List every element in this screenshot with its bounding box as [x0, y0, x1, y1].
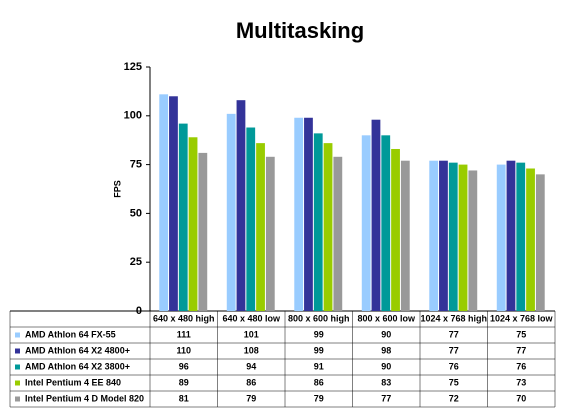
y-tick-label: 125 [124, 61, 142, 73]
table-value: 81 [179, 393, 189, 403]
table-value: 79 [314, 393, 324, 403]
table-value: 75 [516, 329, 526, 339]
bar [506, 160, 516, 311]
legend-marker [15, 380, 20, 386]
bar [294, 117, 304, 311]
table-value: 90 [381, 329, 391, 339]
table-value: 96 [179, 361, 189, 371]
table-value: 86 [314, 377, 324, 387]
y-tick-label: 75 [130, 159, 142, 171]
bar [226, 113, 236, 312]
table-value: 90 [381, 361, 391, 371]
table-value: 70 [516, 393, 526, 403]
bar [381, 135, 391, 311]
bar [159, 94, 169, 311]
bar [246, 127, 256, 312]
x-tick-label: 1024 x 768 low [490, 313, 554, 323]
legend-marker [15, 332, 20, 338]
table-value: 101 [244, 329, 259, 339]
x-tick-label: 800 x 600 high [288, 313, 350, 323]
y-tick-label: 25 [130, 256, 142, 268]
bar [391, 148, 400, 311]
table-value: 89 [179, 377, 189, 387]
table-value: 111 [177, 329, 191, 339]
legend-label: AMD Athlon 64 X2 3800+ [25, 361, 130, 371]
table-value: 73 [516, 377, 526, 387]
x-tick-label: 640 x 480 high [153, 313, 215, 323]
y-axis-label: FPS [112, 180, 122, 198]
table-value: 72 [449, 393, 459, 403]
table-value: 83 [381, 377, 391, 387]
legend-label: AMD Athlon 64 X2 4800+ [25, 345, 130, 355]
bar [535, 174, 545, 311]
bar [526, 168, 535, 311]
y-tick-label: 50 [130, 207, 142, 219]
table-value: 99 [314, 329, 324, 339]
y-tick-label: 100 [124, 110, 142, 122]
bar [516, 162, 526, 311]
bar [178, 123, 188, 311]
bar [169, 96, 178, 311]
bar [265, 156, 275, 311]
table-value: 77 [449, 345, 459, 355]
table-value: 79 [246, 393, 256, 403]
bar [458, 164, 468, 311]
bar [198, 152, 208, 311]
table-value: 86 [246, 377, 256, 387]
x-tick-label: 800 x 600 low [357, 313, 416, 323]
table-value: 76 [449, 361, 459, 371]
bar [361, 135, 371, 311]
bar [188, 137, 198, 311]
chart-title: Multitasking [236, 18, 364, 43]
table-value: 94 [246, 361, 256, 371]
bar [333, 156, 343, 311]
legend-label: Intel Pentium 4 D Model 820 [25, 393, 144, 403]
table-value: 77 [516, 345, 526, 355]
table-value: 108 [244, 345, 259, 355]
table-value: 77 [449, 329, 459, 339]
legend-marker [15, 364, 20, 370]
bar [313, 133, 323, 311]
bar [496, 164, 506, 311]
bar [468, 170, 478, 311]
bar [448, 162, 458, 311]
bar [371, 119, 381, 311]
table-value: 75 [449, 377, 459, 387]
x-tick-label: 640 x 480 low [222, 313, 281, 323]
bar [429, 160, 439, 311]
bar [304, 117, 313, 311]
table-value: 76 [516, 361, 526, 371]
table-value: 98 [381, 345, 391, 355]
bar [439, 160, 448, 311]
legend-label: Intel Pentium 4 EE 840 [25, 377, 121, 387]
legend-label: AMD Athlon 64 FX-55 [25, 329, 116, 339]
x-tick-label: 1024 x 768 high [420, 313, 487, 323]
table-value: 77 [381, 393, 391, 403]
table-value: 91 [314, 361, 324, 371]
bar [256, 143, 265, 311]
bar [236, 100, 246, 312]
table-value: 110 [176, 345, 191, 355]
bar [400, 160, 410, 311]
bar [323, 143, 333, 311]
legend-marker [15, 348, 20, 354]
legend-marker [15, 396, 20, 402]
table-value: 99 [314, 345, 324, 355]
